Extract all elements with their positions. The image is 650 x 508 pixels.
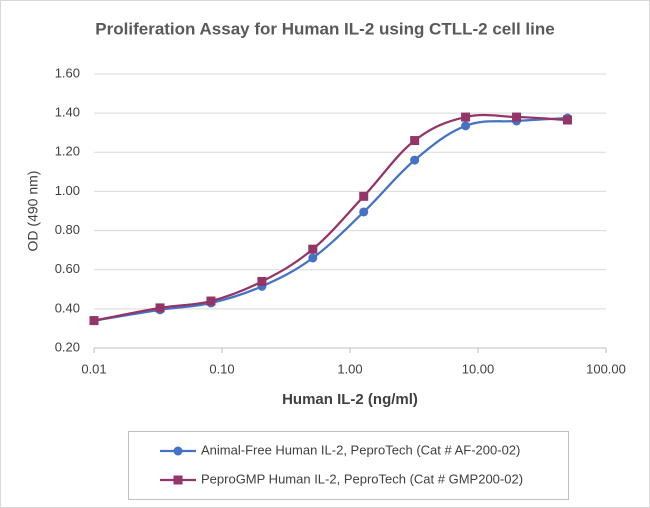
series-line xyxy=(93,113,568,322)
marker xyxy=(155,303,165,313)
y-tick-label: 0.40 xyxy=(55,300,80,315)
series-line xyxy=(93,116,568,322)
marker xyxy=(359,191,369,201)
chart-title: Proliferation Assay for Human IL-2 using… xyxy=(95,19,554,38)
marker xyxy=(461,112,471,122)
legend-label: PeproGMP Human IL-2, PeproTech (Cat # GM… xyxy=(201,471,523,486)
marker xyxy=(206,296,216,306)
x-tick-label: 1.00 xyxy=(337,361,362,376)
y-tick-label: 0.60 xyxy=(55,261,80,276)
marker xyxy=(461,121,471,131)
marker xyxy=(89,316,99,326)
legend-marker xyxy=(173,446,183,456)
y-tick-label: 0.80 xyxy=(55,222,80,237)
y-tick-label: 1.40 xyxy=(55,105,80,120)
x-axis-title: Human IL-2 (ng/ml) xyxy=(282,391,418,408)
marker xyxy=(359,207,369,217)
legend-label: Animal-Free Human IL-2, PeproTech (Cat #… xyxy=(201,442,520,457)
y-tick-label: 1.20 xyxy=(55,144,80,159)
y-axis-title: OD (490 nm) xyxy=(25,171,41,252)
x-tick-label: 0.01 xyxy=(81,361,106,376)
x-tick-label: 100.00 xyxy=(586,361,626,376)
marker xyxy=(410,136,420,146)
y-tick-label: 0.20 xyxy=(55,339,80,354)
marker xyxy=(562,115,572,125)
marker xyxy=(410,155,420,165)
y-tick-label: 1.00 xyxy=(55,183,80,198)
marker xyxy=(257,276,267,286)
marker xyxy=(308,253,318,263)
x-tick-label: 0.10 xyxy=(209,361,234,376)
legend-box xyxy=(128,431,569,500)
legend-marker xyxy=(173,475,183,485)
x-tick-label: 10.00 xyxy=(462,361,495,376)
marker xyxy=(512,112,522,122)
marker xyxy=(308,244,318,254)
y-tick-label: 1.60 xyxy=(55,65,80,80)
